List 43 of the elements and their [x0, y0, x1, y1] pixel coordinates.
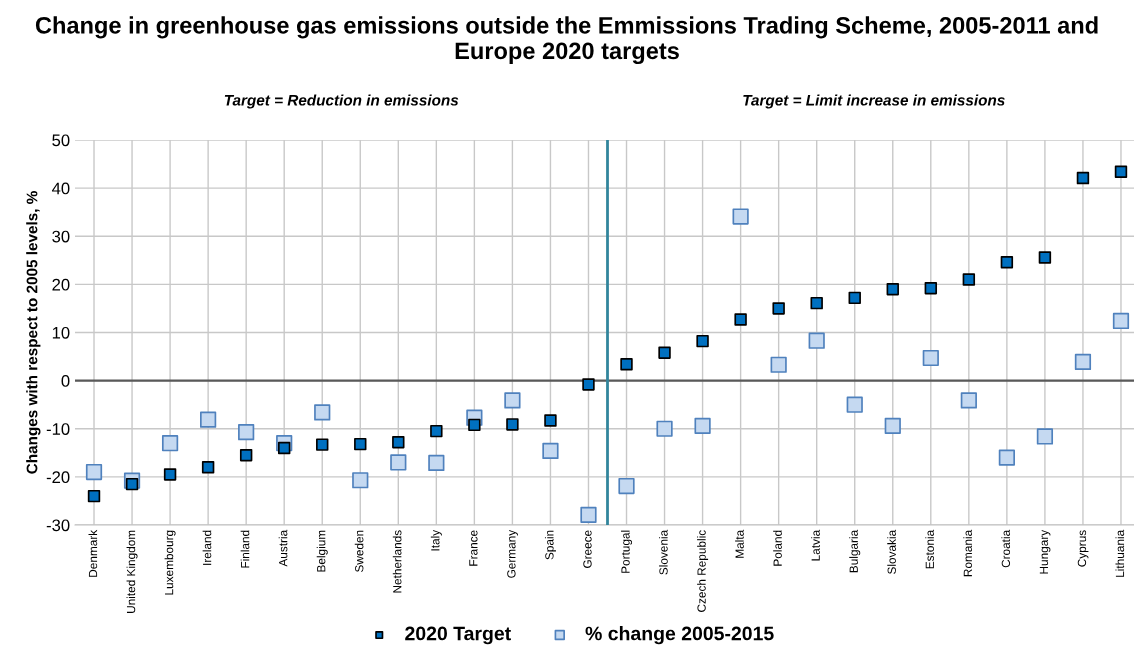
y-tick-label: 20 [52, 278, 70, 291]
legend-label: % change 2005-2015 [585, 626, 774, 645]
legend-label: 2020 Target [405, 626, 511, 645]
x-tick-label: Hungary [1039, 529, 1051, 574]
x-tick-label: Sweden [354, 530, 364, 572]
x-tick-label: United Kingdom [126, 530, 138, 613]
x-tick-label: Denmark [88, 529, 98, 577]
y-tick-label: -10 [46, 423, 70, 435]
x-tick-label: Romania [963, 529, 973, 577]
x-tick-label: Estonia [925, 529, 934, 569]
x-tick-label: Malta [735, 529, 744, 558]
x-tick-label: Poland [773, 530, 782, 566]
x-tick-label: Netherlands [392, 530, 402, 593]
x-tick-label: Slovenia [659, 529, 668, 575]
y-tick-label: 0 [61, 375, 70, 387]
x-tick-label: Czech Republic [697, 530, 709, 612]
y-tick-label: 50 [52, 134, 70, 147]
x-tick-label: Italy [430, 529, 442, 551]
y-tick-label: 40 [51, 182, 70, 195]
y-axis-title: Changes with respect to 2005 levels, % [26, 191, 41, 474]
text: Target = Limit increase in emissions [743, 94, 1005, 109]
chart-title: Change in greenhouse gas emissions outside the Emmissions Trading Scheme, 2005-2011 and Europe 2020 targets [35, 16, 1098, 64]
x-tick-label: Greece [583, 530, 592, 568]
y-tick-label: -20 [46, 471, 70, 484]
x-tick-label: Austria [278, 529, 288, 567]
x-tick-label: Bulgaria [849, 529, 861, 573]
x-tick-label: Croatia [1001, 529, 1011, 568]
x-tick-label: Finland [240, 530, 250, 568]
x-tick-label: Portugal [621, 530, 633, 573]
x-tick-label: Lithuania [1115, 529, 1125, 577]
x-tick-label: Cyprus [1077, 530, 1089, 567]
x-tick-label: Germany [507, 529, 518, 578]
x-tick-label: Luxembourg [164, 530, 176, 595]
y-tick-label: -30 [46, 519, 70, 532]
y-tick-label: 30 [52, 230, 70, 243]
x-tick-label: Slovakia [887, 529, 896, 574]
y-tick-label: 10 [52, 326, 70, 339]
x-tick-label: Spain [544, 530, 556, 560]
text: Target = Reduction in emissions [224, 94, 459, 109]
x-tick-label: Ireland [202, 530, 212, 565]
x-tick-label: France [469, 530, 478, 566]
x-tick-label: Belgium [316, 530, 328, 572]
x-tick-label: Latvia [811, 529, 820, 561]
